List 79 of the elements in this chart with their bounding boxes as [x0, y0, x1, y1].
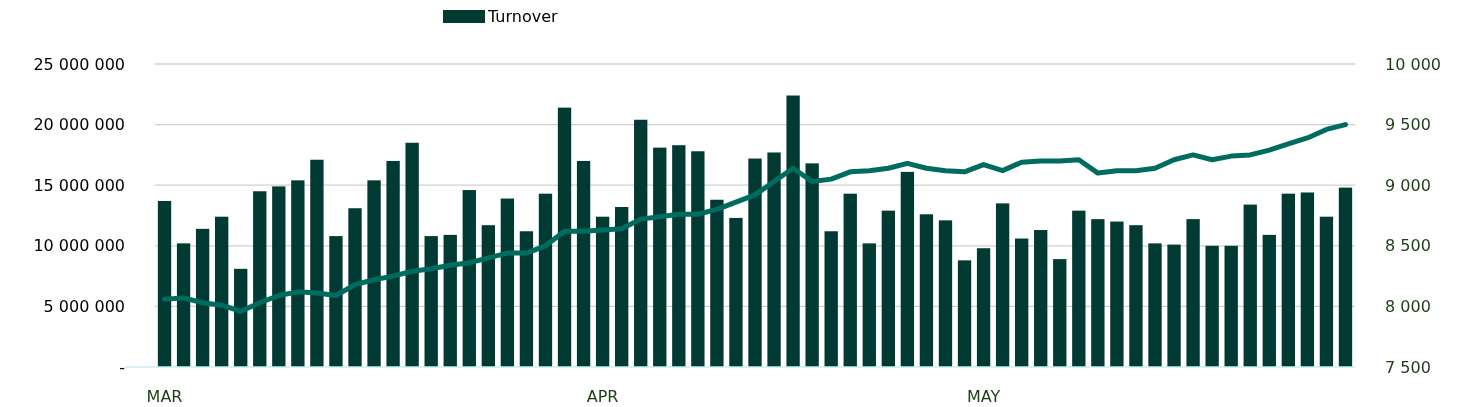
bar: [1110, 221, 1124, 367]
bar: [595, 216, 610, 367]
bar: [1243, 204, 1257, 367]
bar: [748, 158, 762, 367]
bar: [729, 217, 743, 367]
y2-tick-label: 10 000: [1385, 54, 1441, 74]
bar: [824, 231, 838, 367]
bar: [976, 248, 991, 367]
x-tick-label: MAR: [146, 386, 183, 406]
bar: [157, 200, 172, 367]
y2-tick-label: 9 500: [1385, 115, 1431, 135]
bar: [767, 152, 781, 367]
bar: [691, 151, 705, 367]
bar: [1300, 192, 1315, 367]
bar: [1186, 219, 1200, 367]
bar: [462, 190, 476, 367]
bar: [843, 193, 857, 367]
y2-tick-label: 9 000: [1385, 175, 1431, 195]
bar: [443, 234, 457, 367]
bar: [481, 225, 495, 367]
bar: [1015, 238, 1029, 367]
bar: [348, 208, 362, 367]
bar: [805, 163, 819, 367]
bar: [1205, 245, 1219, 367]
bar: [1148, 243, 1162, 367]
bar: [1053, 259, 1067, 367]
bar: [557, 107, 572, 367]
bar: [215, 216, 229, 367]
bar: [1281, 193, 1295, 367]
y-tick-label: 25 000 000: [33, 54, 125, 74]
bar: [1129, 225, 1143, 367]
y-tick-label: 15 000 000: [33, 175, 125, 195]
y-tick-label: 5 000 000: [43, 297, 125, 316]
bar: [786, 95, 800, 367]
bar: [1167, 244, 1181, 367]
bar: [576, 160, 591, 367]
bar: [1319, 216, 1334, 367]
bar: [405, 142, 419, 367]
bar: [234, 268, 248, 367]
bar: [881, 210, 895, 367]
bar: [995, 203, 1010, 367]
y2-tick-label: 8 000: [1385, 297, 1431, 316]
bar: [1224, 245, 1238, 367]
bar: [862, 243, 876, 367]
bar: [272, 186, 286, 367]
legend-label: Turnover: [487, 6, 559, 26]
bar: [1338, 187, 1353, 367]
bar: [1091, 219, 1105, 367]
bar: [329, 236, 343, 367]
bar: [938, 220, 953, 367]
bar: [176, 243, 191, 367]
bar: [957, 260, 972, 367]
y2-tick-label: 8 500: [1385, 236, 1431, 256]
x-tick-label: APR: [586, 386, 619, 406]
bar: [195, 228, 210, 367]
bar: [710, 199, 724, 367]
bar: [367, 180, 381, 367]
y-tick-label: 10 000 000: [33, 236, 125, 256]
bar: [386, 160, 400, 367]
bar: [519, 231, 534, 367]
bar: [1072, 210, 1086, 367]
bar: [919, 214, 934, 367]
y2-tick-label: 7 500: [1385, 357, 1431, 377]
bar: [538, 193, 553, 367]
bar: [900, 171, 915, 367]
bar: [253, 191, 267, 367]
x-tick-label: MAY: [966, 386, 1001, 406]
bar: [634, 119, 648, 367]
bar: [291, 180, 305, 367]
y-tick-label: -: [119, 357, 125, 377]
bar: [615, 207, 629, 367]
bar: [310, 159, 324, 367]
y-tick-label: 20 000 000: [33, 115, 125, 135]
bar: [500, 198, 515, 367]
bar: [1034, 230, 1048, 367]
bar: [672, 145, 686, 367]
bar: [1262, 234, 1276, 367]
bar: [653, 147, 667, 367]
bar: [424, 236, 438, 367]
